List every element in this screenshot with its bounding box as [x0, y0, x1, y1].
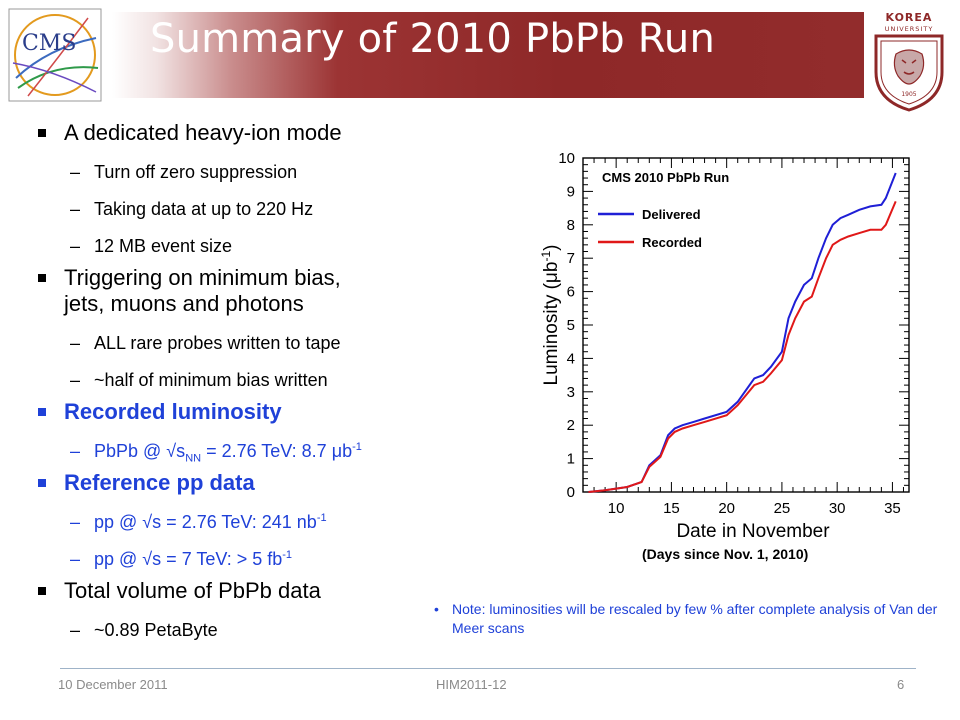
x-tick-label: 30: [829, 500, 846, 517]
plot-frame: [582, 157, 910, 493]
cms-logo: CMS: [8, 8, 102, 102]
sub-bullet: Taking data at up to 220 Hz: [32, 198, 512, 220]
sub-bullet-pp-7: pp @ √s = 7 TeV: > 5 fb-1: [32, 548, 512, 570]
title-bar: [112, 12, 864, 98]
x-tick-label: 15: [663, 500, 680, 517]
sub-bullet: ~0.89 PetaByte: [32, 619, 512, 641]
sub-bullet: ALL rare probes written to tape: [32, 332, 512, 354]
legend-label-delivered: Delivered: [642, 207, 701, 222]
sub-bullet-pbpb-luminosity: PbPb @ √sNN = 2.76 TeV: 8.7 μb-1: [32, 440, 512, 464]
bullet-heavy-ion-mode: A dedicated heavy-ion mode: [32, 120, 512, 146]
y-tick-label: 9: [567, 183, 575, 200]
svg-text:UNIVERSITY: UNIVERSITY: [885, 25, 934, 33]
series-line-delivered: [588, 172, 897, 493]
footer-date: 10 December 2011: [58, 677, 168, 692]
y-tick-label: 0: [567, 484, 575, 501]
bullet-total-volume: Total volume of PbPb data: [32, 578, 512, 604]
footer-divider: [60, 668, 916, 669]
x-tick-label: 10: [608, 500, 625, 517]
y-tick-label: 4: [567, 350, 575, 367]
y-tick-label: 8: [567, 217, 575, 234]
sub-bullet: Turn off zero suppression: [32, 161, 512, 183]
luminosity-chart: 10 15 20 25 30 35 0 1 2 3 4 5 6 7 8 9 10 Delivered Record…: [539, 150, 910, 542]
rescale-note: Note: luminosities will be rescaled by f…: [430, 600, 960, 638]
sub-bullet: 12 MB event size: [32, 235, 512, 257]
y-tick-label: 2: [567, 417, 575, 434]
y-tick-label: 7: [567, 250, 575, 267]
bullet-triggering: Triggering on minimum bias, jets, muons a…: [32, 265, 512, 317]
y-tick-label: 6: [567, 284, 575, 301]
bullet-list: A dedicated heavy-ion mode Turn off zero…: [32, 112, 512, 641]
y-tick-label: 3: [567, 384, 575, 401]
x-tick-label: 20: [718, 500, 735, 517]
bullet-reference-pp: Reference pp data: [32, 470, 512, 496]
slide-title: Summary of 2010 PbPb Run: [150, 16, 716, 62]
footer-conference: HIM2011-12: [436, 677, 507, 692]
series-line-recorded: [588, 201, 897, 493]
chart-y-axis-label: Luminosity (μb-1): [539, 245, 562, 386]
y-tick-label: 10: [558, 150, 575, 167]
svg-text:KOREA: KOREA: [886, 11, 933, 24]
sub-bullet-pp-276: pp @ √s = 2.76 TeV: 241 nb-1: [32, 511, 512, 533]
svg-text:CMS: CMS: [22, 31, 76, 56]
legend-label-recorded: Recorded: [642, 235, 702, 250]
chart-title: CMS 2010 PbPb Run: [602, 170, 729, 185]
footer-page-number: 6: [897, 677, 905, 692]
svg-text:1905: 1905: [901, 91, 916, 98]
chart-x-axis-label: Date in November: [676, 521, 830, 542]
x-tick-label: 35: [884, 500, 901, 517]
x-tick-label: 25: [774, 500, 791, 517]
y-tick-label: 1: [567, 451, 575, 468]
bullet-recorded-luminosity: Recorded luminosity: [32, 399, 512, 425]
sub-bullet: ~half of minimum bias written: [32, 369, 512, 391]
days-since-note: (Days since Nov. 1, 2010): [642, 546, 809, 562]
y-tick-label: 5: [567, 317, 575, 334]
korea-university-logo: KOREA UNIVERSITY 1905: [874, 11, 944, 112]
